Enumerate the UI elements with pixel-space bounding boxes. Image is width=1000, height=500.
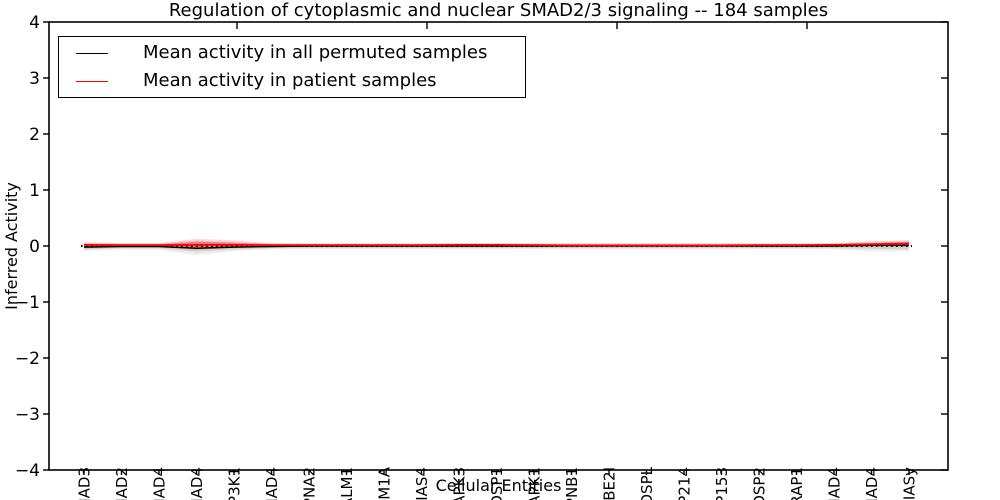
x-tick-label: SMAD3/SMAD4: [188, 467, 206, 500]
x-tick-label: MAPK1: [526, 467, 544, 500]
y-tick-label: −2: [15, 349, 40, 369]
y-tick-label: 2: [29, 125, 40, 145]
x-tick-label: KPNA2: [301, 467, 319, 500]
x-tick-label: MAP3K1: [226, 467, 244, 500]
x-tick-label: PIAS4: [413, 467, 431, 500]
legend-label-permuted: Mean activity in all permuted samples: [143, 42, 488, 63]
x-tick-label: UBE2I: [601, 467, 619, 500]
y-tick-label: 0: [29, 237, 40, 257]
legend-black-line-swatch: [76, 52, 108, 54]
x-tick-label: SMAD4/Ubc9/PIASy: [901, 467, 919, 500]
y-tick-label: 1: [29, 181, 40, 201]
x-tick-label: TGFBRAP1: [788, 467, 806, 500]
x-tick-label: CTDSPL: [638, 466, 656, 500]
legend-label-patient: Mean activity in patient samples: [143, 70, 437, 91]
x-tick-label: NUP153: [713, 467, 731, 500]
legend-red-line-swatch: [76, 80, 108, 82]
x-tick-label: TRAP-1/SMAD4: [826, 467, 844, 500]
x-tick-label: CALM1: [338, 467, 356, 500]
x-tick-label: CTDSP2: [751, 467, 769, 500]
x-tick-label: KPNB1: [563, 467, 581, 500]
band-permuted-range-outer: [84, 240, 909, 255]
y-tick-label: 4: [29, 13, 40, 33]
legend-entry-patient: Mean activity in patient samples: [59, 69, 525, 93]
y-tick-label: −1: [15, 293, 40, 313]
legend-entry-permuted: Mean activity in all permuted samples: [59, 41, 525, 65]
chart-title: Regulation of cytoplasmic and nuclear SM…: [168, 0, 829, 21]
x-axis-label: Cellular Entities: [435, 476, 562, 495]
y-tick-label: 3: [29, 69, 40, 89]
x-tick-label: NUP214: [676, 467, 694, 500]
legend-box: Mean activity in all permuted samples Me…: [58, 36, 526, 98]
x-tick-label: PPM1A: [376, 466, 394, 500]
x-tick-label: SMAD2: [113, 467, 131, 500]
y-tick-label: −4: [15, 461, 40, 481]
x-tick-label: MAPK3: [451, 467, 469, 500]
x-tick-label: SMAD4: [263, 467, 281, 500]
y-axis-label: Inferred Activity: [2, 182, 21, 310]
x-tick-label: CTDSP1: [488, 467, 506, 500]
y-tick-label: −3: [15, 405, 40, 425]
x-tick-label: SMAD2/SMAD4: [151, 467, 169, 500]
x-tick-label: SMAD2/SMAD2/SMAD4: [863, 467, 881, 500]
series-line-patient: [83, 242, 910, 247]
x-tick-label: SMAD3: [76, 467, 94, 500]
